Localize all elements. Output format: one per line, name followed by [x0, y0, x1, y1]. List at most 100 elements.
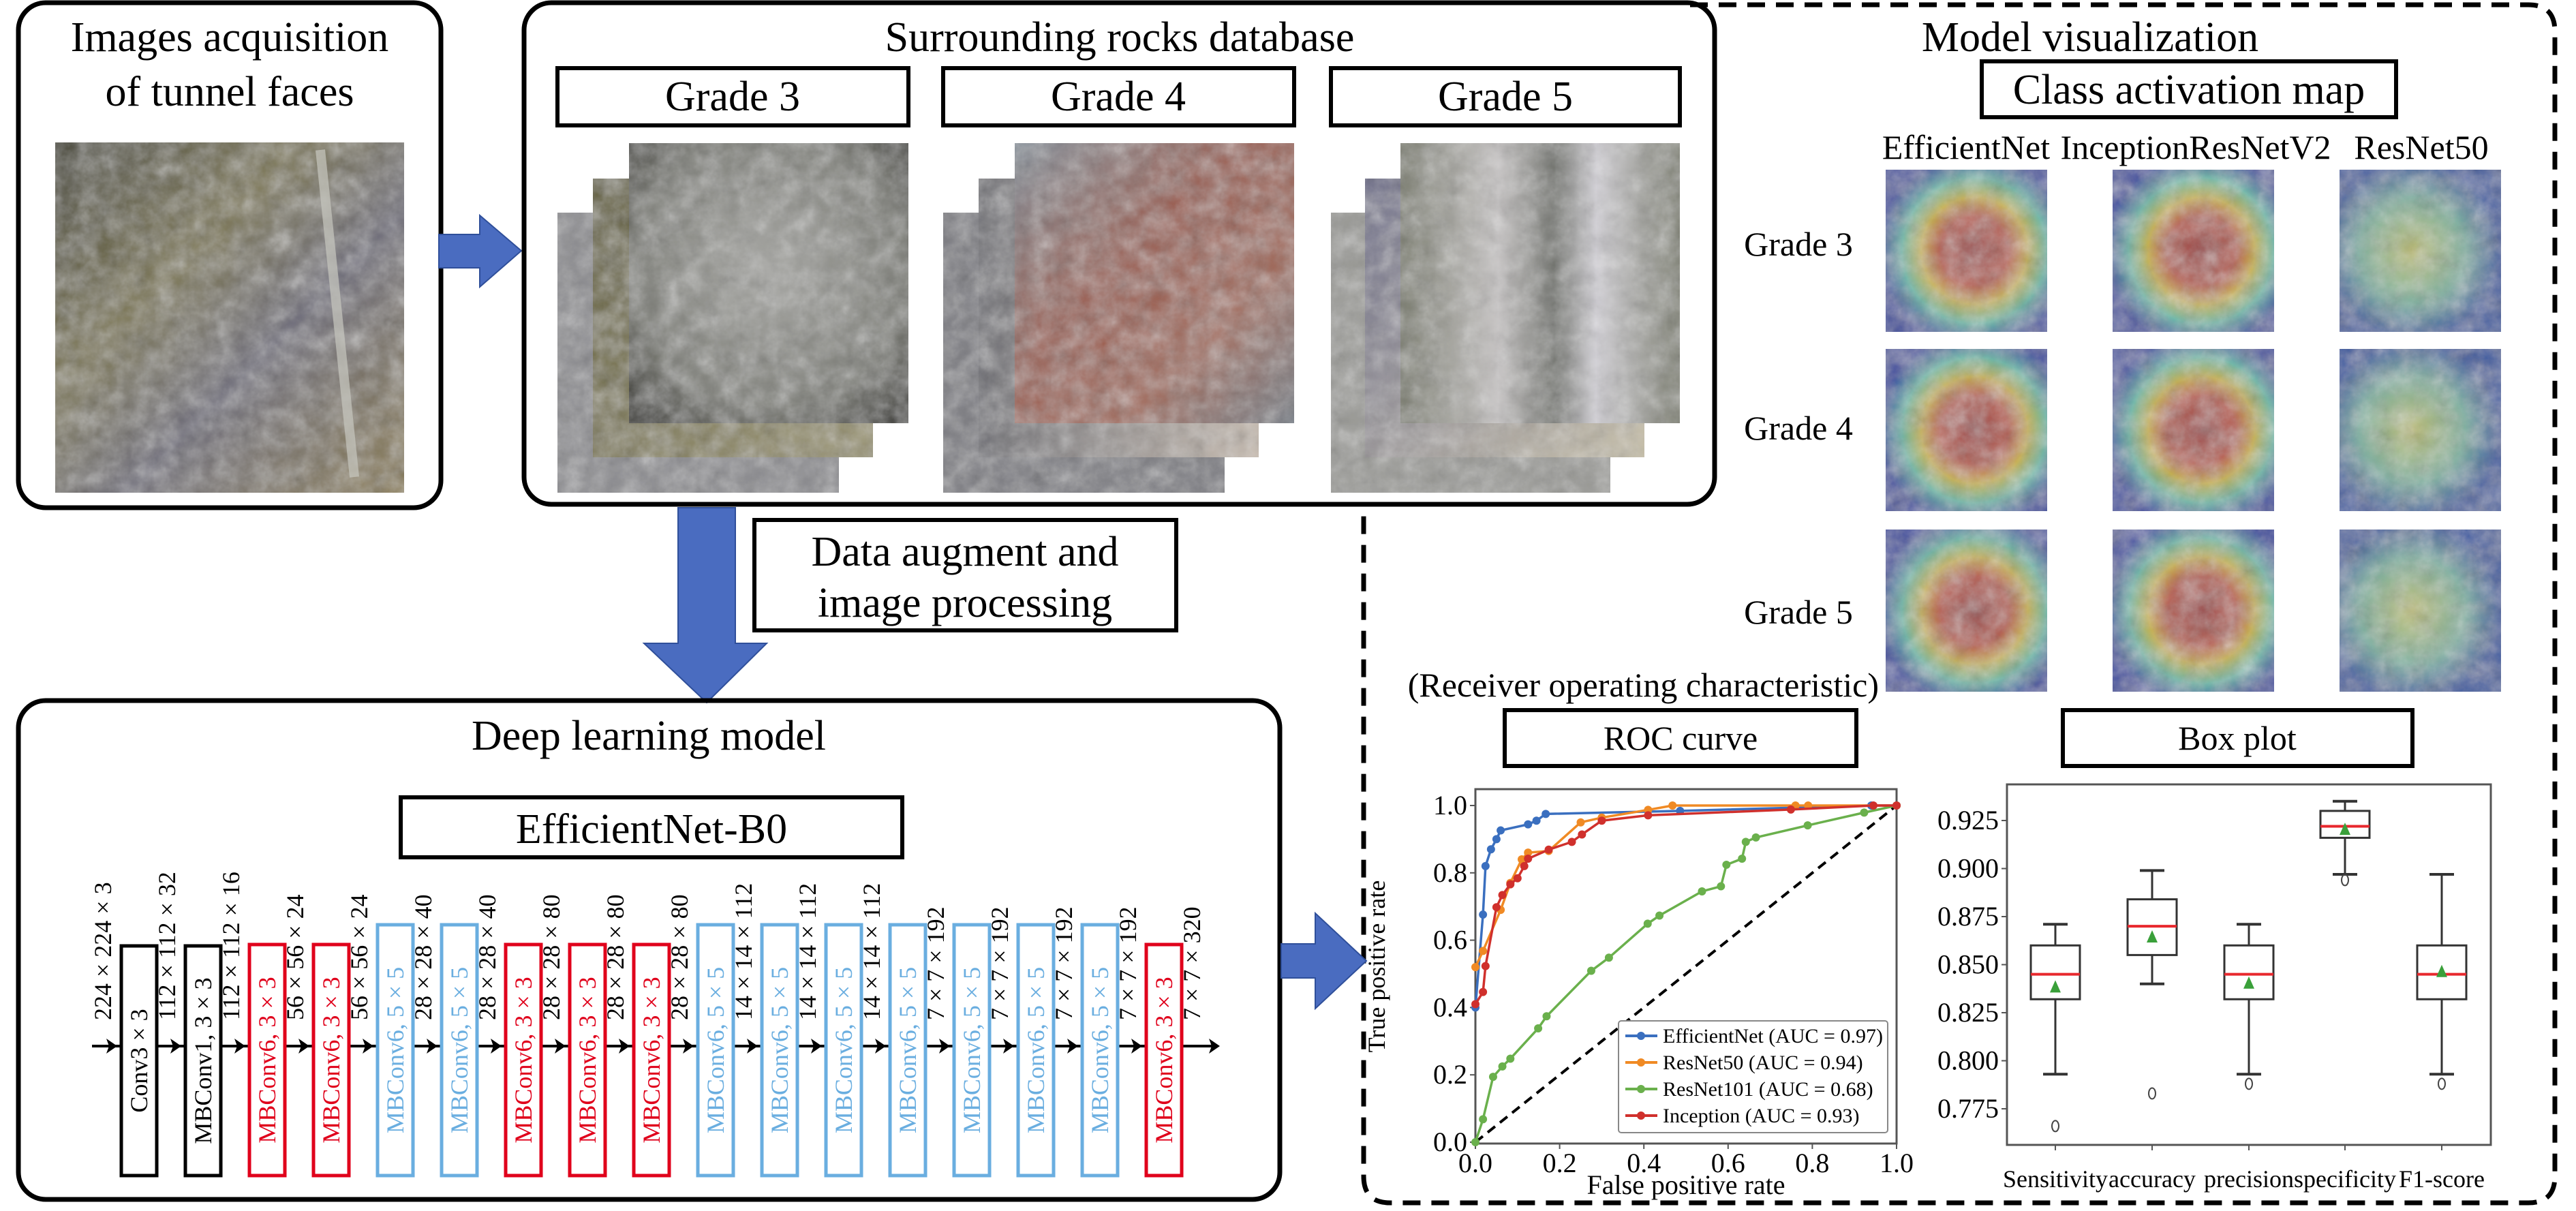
roc-point-series-2	[1717, 882, 1726, 891]
model-visualization-panel: Model visualization Class activation map…	[1744, 14, 2501, 692]
tensor-size-label: 224 × 224 × 3	[89, 882, 117, 1020]
database-panel: Surrounding rocks database Grade 3 Grade…	[521, 0, 1717, 507]
layer-block	[824, 923, 863, 1178]
cam-column-resnet50: ResNet50	[2354, 128, 2488, 166]
cam-efficientnet-grade-3	[1886, 170, 2047, 332]
cam-resnet50-grade-4	[2340, 349, 2501, 511]
layer-block	[696, 923, 735, 1178]
roc-point-series-3	[1786, 805, 1795, 814]
roc-point-series-2	[1860, 808, 1869, 817]
roc-point-series-1	[1517, 855, 1526, 864]
grade-3-label-box	[555, 66, 910, 127]
layer-label: MBConv6, 5 × 5	[1022, 967, 1049, 1133]
network-name: EfficientNet-B0	[516, 806, 787, 853]
boxplot-title: Box plot	[2178, 719, 2297, 757]
roc-point-series-3	[1498, 891, 1507, 900]
roc-point-series-1	[1668, 801, 1677, 810]
grade-4-label-box	[941, 66, 1296, 127]
database-title: Surrounding rocks database	[885, 14, 1355, 61]
roc-point-series-1	[1576, 818, 1585, 827]
outlier-point	[2051, 1120, 2059, 1133]
cam-title-box	[1980, 59, 2398, 119]
layer-label: MBConv6, 3 × 3	[1150, 977, 1178, 1143]
roc-point-series-3	[1567, 838, 1576, 846]
roc-point-series-2	[1655, 911, 1664, 920]
layer-label: MBConv6, 3 × 3	[510, 977, 537, 1143]
roc-point-series-0	[1524, 820, 1533, 829]
roc-point-series-2	[1506, 1054, 1515, 1063]
layer-block	[119, 944, 159, 1178]
cam-efficientnet-grade-5	[1886, 530, 2047, 692]
roc-caption: (Receiver operating characteristic)	[1408, 666, 1879, 704]
x-tick-label: 0.6	[1711, 1148, 1745, 1178]
roc-point-series-0	[1479, 910, 1488, 919]
cam-column-inceptionresnetv2: InceptionResNetV2	[2060, 128, 2331, 166]
outlier-point	[2438, 1077, 2446, 1090]
layer-label: MBConv6, 3 × 3	[638, 977, 665, 1143]
roc-point-series-2	[1471, 1138, 1479, 1146]
cam-inceptionresnetv2-grade-4	[2113, 349, 2274, 511]
mean-marker	[2340, 823, 2350, 836]
y-tick-label: 0.875	[1937, 901, 1999, 932]
model-visualization-region-border	[1361, 2, 2558, 1206]
arrowhead-icon	[298, 1039, 309, 1054]
roc-point-series-2	[1698, 887, 1706, 895]
roc-point-series-2	[1738, 855, 1747, 863]
layer-block	[375, 923, 415, 1178]
roc-point-series-0	[1486, 845, 1495, 854]
roc-point-series-1	[1471, 963, 1479, 972]
roc-legend: EfficientNet (AUC = 0.97) ResNet50 (AUC =…	[1618, 1020, 1888, 1133]
cam-inceptionresnetv2-grade-3	[2113, 170, 2274, 332]
layer-stack: 224 × 224 × 3 112 × 112 × 32 112 × 112 × 1…	[89, 872, 1220, 1178]
legend-entry: Inception (AUC = 0.93)	[1663, 1105, 1860, 1127]
acquisition-title-line1: Images acquisition	[71, 14, 389, 61]
box-plot-chart: 0.775 0.800 0.825 0.850 0.875 0.900 0.925 Sensi…	[1937, 783, 2492, 1193]
layer-block	[247, 942, 287, 1178]
roc-title-box	[1503, 708, 1858, 768]
roc-point-series-2	[1498, 1062, 1507, 1071]
arrowhead-icon	[491, 1039, 502, 1054]
y-tick-label: 0.0	[1433, 1126, 1467, 1157]
roc-point-series-3	[1471, 1000, 1479, 1009]
layer-block	[760, 923, 799, 1178]
roc-point-series-3	[1644, 811, 1653, 820]
layer-block	[1080, 923, 1120, 1178]
mean-marker	[2243, 976, 2254, 989]
y-tick-label: 0.825	[1937, 997, 1999, 1028]
roc-point-series-2	[1586, 966, 1595, 975]
visualization-title: Model visualization	[1922, 14, 2258, 61]
roc-point-series-0	[1481, 861, 1490, 870]
augment-line1: Data augment and	[811, 529, 1118, 575]
mean-marker	[2147, 930, 2158, 943]
layer-label: MBConv6, 5 × 5	[958, 967, 985, 1133]
deep-learning-model-panel: Deep learning model EfficientNet-B0 224 …	[16, 698, 1283, 1202]
y-tick-label: 0.4	[1433, 992, 1467, 1022]
acquisition-title-line2: of tunnel faces	[106, 69, 354, 115]
y-tick-label: 0.6	[1433, 925, 1467, 955]
layer-label: MBConv6, 5 × 5	[830, 967, 857, 1133]
layer-label: MBConv6, 5 × 5	[766, 967, 793, 1133]
arrowhead-icon	[1209, 1039, 1220, 1054]
outlier-point	[2148, 1087, 2156, 1100]
cam-resnet50-grade-5	[2340, 530, 2501, 692]
x-axis-label: False positive rate	[1586, 1169, 1785, 1200]
layer-label: MBConv6, 3 × 3	[574, 977, 601, 1143]
x-tick-label: 0.2	[1543, 1148, 1577, 1178]
arrow-model-to-visualization	[1281, 911, 1368, 1011]
layer-block	[952, 923, 992, 1178]
layer-label: MBConv6, 5 × 5	[382, 967, 409, 1133]
y-tick-label: 0.800	[1937, 1045, 1999, 1076]
layer-label: MBConv6, 5 × 5	[446, 967, 473, 1133]
mean-marker	[2050, 980, 2061, 993]
arrow-database-to-model	[642, 507, 769, 704]
cam-inceptionresnetv2-grade-5	[2113, 530, 2274, 692]
layer-label: MBConv6, 3 × 3	[318, 977, 345, 1143]
roc-point-series-2	[1534, 1024, 1543, 1033]
arrowhead-icon	[170, 1039, 181, 1054]
boxplot-title-box	[2061, 708, 2414, 768]
layer-label: MBConv6, 5 × 5	[894, 967, 921, 1133]
cam-row-grade-3: Grade 3	[1744, 225, 1853, 263]
arrowhead-icon	[875, 1039, 886, 1054]
y-tick-label: 0.925	[1937, 805, 1999, 836]
